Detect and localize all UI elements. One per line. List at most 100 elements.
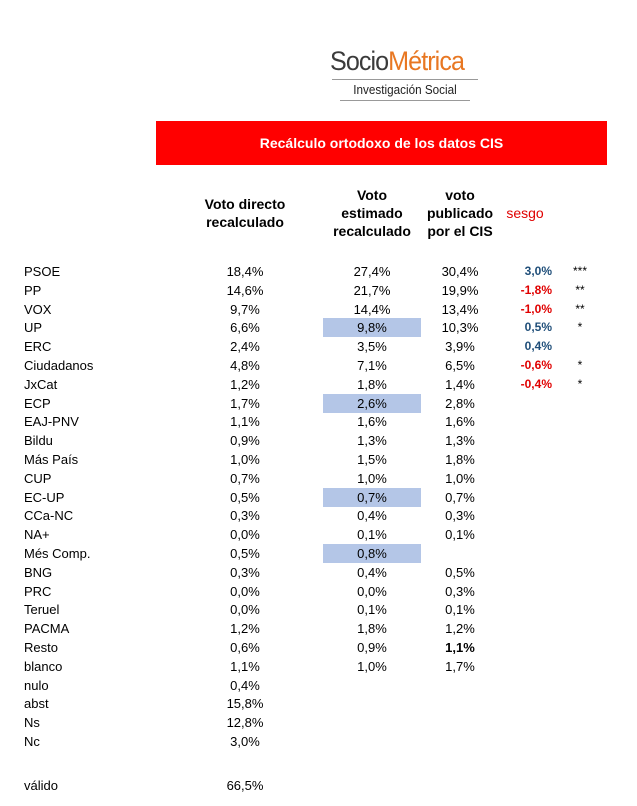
sesgo-cell — [502, 431, 552, 450]
significance-stars — [565, 488, 595, 507]
header-estimated-vote: Voto estimado recalculado — [322, 186, 422, 240]
logo-wordmark: SocioMétrica — [330, 44, 465, 78]
party-name: Resto — [24, 640, 58, 655]
estimated-vote-cell: 0,7% — [323, 488, 421, 507]
direct-vote-cell: 0,0% — [230, 602, 260, 617]
party-name: VOX — [24, 302, 52, 317]
party-name: nulo — [24, 678, 49, 693]
direct-vote-cell: 4,8% — [230, 358, 260, 373]
estimated-vote-cell — [323, 713, 421, 732]
party-name: Ns — [24, 715, 40, 730]
table-row: CUP 0,7% 1,0% 1,0% — [0, 469, 637, 488]
party-name: CCa-NC — [24, 508, 74, 523]
estimated-vote-cell: 1,0% — [357, 659, 387, 674]
estimated-vote-cell: 9,8% — [323, 318, 421, 337]
table-row: VOX 9,7% 14,4% 13,4% -1,0% ** — [0, 300, 637, 319]
table-row: EAJ-PNV 1,1% 1,6% 1,6% — [0, 412, 637, 431]
significance-stars — [565, 619, 595, 638]
estimated-vote-cell: 0,4% — [357, 565, 387, 580]
published-vote-cell: 0,7% — [445, 490, 475, 505]
table-row: Más País 1,0% 1,5% 1,8% — [0, 450, 637, 469]
sesgo-cell — [502, 713, 552, 732]
party-name: EC-UP — [24, 490, 65, 505]
party-name: abst — [24, 696, 49, 711]
significance-stars — [565, 600, 595, 619]
published-vote-cell: 3,9% — [445, 339, 475, 354]
sesgo-cell — [502, 582, 552, 601]
party-name: Nc — [24, 734, 40, 749]
estimated-vote-cell: 2,6% — [323, 394, 421, 413]
table-row: PSOE 18,4% 27,4% 30,4% 3,0% *** — [0, 262, 637, 281]
table-row: UP 6,6% 9,8% 10,3% 0,5% * — [0, 318, 637, 337]
party-name: BNG — [24, 565, 53, 580]
estimated-vote-cell — [323, 732, 421, 751]
table-row: Teruel 0,0% 0,1% 0,1% — [0, 600, 637, 619]
party-name: EAJ-PNV — [24, 414, 79, 429]
sesgo-cell — [502, 563, 552, 582]
estimated-vote-cell: 1,5% — [357, 452, 387, 467]
sesgo-cell — [502, 450, 552, 469]
valido-row: válido 66,5% — [0, 776, 637, 795]
direct-vote-cell: 14,6% — [226, 283, 264, 298]
significance-stars — [565, 563, 595, 582]
significance-stars — [565, 337, 595, 356]
sesgo-cell — [502, 694, 552, 713]
sesgo-cell — [502, 600, 552, 619]
party-name: Més Comp. — [24, 546, 91, 561]
sesgo-cell: 0,4% — [524, 339, 552, 353]
table-row: NA+ 0,0% 0,1% 0,1% — [0, 525, 637, 544]
logo-rule-top — [332, 79, 478, 80]
table-row: nulo 0,4% — [0, 676, 637, 695]
significance-stars — [565, 412, 595, 431]
published-vote-cell: 0,3% — [445, 584, 475, 599]
estimated-vote-cell — [323, 676, 421, 695]
significance-stars: * — [577, 377, 583, 391]
party-name: UP — [24, 320, 43, 335]
significance-stars: * — [577, 358, 583, 372]
significance-stars — [565, 638, 595, 657]
published-vote-cell: 13,4% — [441, 302, 479, 317]
header-direct-vote-line1: Voto directo — [204, 196, 286, 212]
estimated-vote-cell: 1,0% — [357, 471, 387, 486]
banner-title: Recálculo ortodoxo de los datos CIS — [259, 135, 504, 151]
table-row: CCa-NC 0,3% 0,4% 0,3% — [0, 506, 637, 525]
table-row: EC-UP 0,5% 0,7% 0,7% — [0, 488, 637, 507]
sesgo-cell — [502, 676, 552, 695]
sesgo-cell — [502, 525, 552, 544]
direct-vote-cell: 18,4% — [226, 264, 264, 279]
table-row: Nc 3,0% — [0, 732, 637, 751]
significance-stars — [565, 676, 595, 695]
estimated-vote-cell: 0,9% — [357, 640, 387, 655]
direct-vote-cell: 15,8% — [226, 696, 264, 711]
direct-vote-cell: 2,4% — [230, 339, 260, 354]
party-name: PRC — [24, 584, 52, 599]
published-vote-cell: 30,4% — [441, 264, 479, 279]
direct-vote-cell: 0,3% — [230, 508, 260, 523]
published-vote-cell: 1,3% — [445, 433, 475, 448]
estimated-vote-cell: 0,1% — [357, 527, 387, 542]
sociometrica-logo: SocioMétrica Investigación Social — [330, 44, 480, 102]
valido-value: 66,5% — [226, 778, 264, 793]
direct-vote-cell: 3,0% — [230, 734, 260, 749]
estimated-vote-cell: 1,3% — [357, 433, 387, 448]
party-name: PACMA — [24, 621, 70, 636]
significance-stars: *** — [572, 264, 587, 278]
table-row: JxCat 1,2% 1,8% 1,4% -0,4% * — [0, 375, 637, 394]
sesgo-cell — [502, 412, 552, 431]
header-published-vote-line1: voto — [445, 187, 475, 203]
party-name: JxCat — [24, 377, 58, 392]
published-vote-cell: 19,9% — [441, 283, 479, 298]
logo-word-accent: Métrica — [388, 46, 465, 76]
header-sesgo: sesgo — [506, 205, 544, 221]
table-row: Resto 0,6% 0,9% 1,1% — [0, 638, 637, 657]
direct-vote-cell: 1,1% — [230, 414, 260, 429]
sesgo-cell — [502, 506, 552, 525]
significance-stars — [565, 394, 595, 413]
estimated-vote-cell: 7,1% — [357, 358, 387, 373]
estimated-vote-cell: 14,4% — [353, 302, 391, 317]
published-vote-cell — [430, 732, 490, 751]
significance-stars — [565, 732, 595, 751]
direct-vote-cell: 1,0% — [230, 452, 260, 467]
party-name: NA+ — [24, 527, 50, 542]
estimated-vote-cell: 0,0% — [357, 584, 387, 599]
